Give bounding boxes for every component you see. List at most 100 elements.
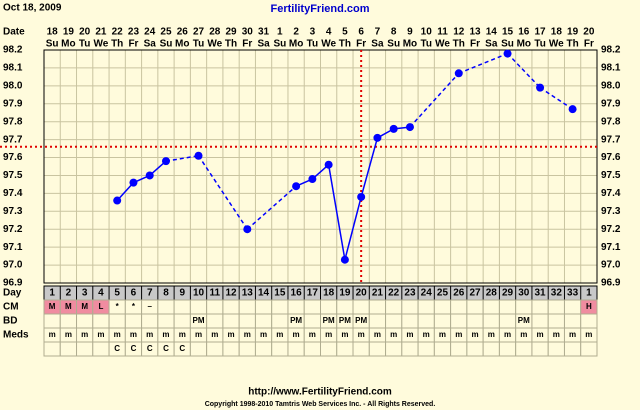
cell xyxy=(320,341,338,357)
cell-text: m xyxy=(358,330,365,339)
cell xyxy=(368,299,387,315)
day-label: 16 xyxy=(291,288,303,299)
weekday-label: Mo xyxy=(517,39,531,50)
date-label: 13 xyxy=(469,27,481,38)
cell xyxy=(352,299,370,315)
day-label: 13 xyxy=(242,288,254,299)
y-tick-label: 98.0 xyxy=(601,80,621,91)
cell xyxy=(271,341,289,357)
cell xyxy=(271,313,289,329)
temp-line xyxy=(458,52,508,74)
cell xyxy=(547,313,565,329)
weekday-label: Th xyxy=(339,39,351,50)
cell xyxy=(222,299,240,315)
day-label: 6 xyxy=(131,288,137,299)
cell xyxy=(385,299,403,315)
weekday-label: Fr xyxy=(356,39,366,50)
weekday-label: Tu xyxy=(420,39,431,50)
date-label: 18 xyxy=(551,27,563,38)
cell-text: PM xyxy=(355,316,367,325)
copyright: Copyright 1998-2010 Tamtris Web Services… xyxy=(205,401,436,408)
temp-point xyxy=(324,160,333,169)
cell xyxy=(515,341,533,357)
cell-text: m xyxy=(146,330,153,339)
day-label: 11 xyxy=(209,288,220,299)
date-label: 30 xyxy=(242,27,254,38)
cell xyxy=(92,341,110,357)
day-label: 3 xyxy=(82,288,88,299)
cell xyxy=(466,313,484,329)
plot-border xyxy=(43,49,598,284)
y-tick-label: 97.2 xyxy=(3,224,23,235)
temp-line xyxy=(246,185,297,230)
date-label: 10 xyxy=(421,27,433,38)
cell xyxy=(254,341,273,357)
temp-point xyxy=(536,83,545,92)
temp-line xyxy=(327,164,346,260)
weekday-label: Sa xyxy=(144,39,157,50)
cell xyxy=(124,313,143,329)
cell xyxy=(368,341,387,357)
cell xyxy=(531,341,549,357)
cell-text: PM xyxy=(290,316,302,325)
cell xyxy=(43,313,61,329)
date-label: 29 xyxy=(225,27,237,38)
cell xyxy=(563,341,582,357)
date-label: 20 xyxy=(583,27,595,38)
cell-text: m xyxy=(423,330,430,339)
cell xyxy=(498,313,517,329)
temp-point xyxy=(405,123,414,132)
y-tick-label: 98.2 xyxy=(3,45,23,56)
weekday-label: Su xyxy=(387,39,400,50)
date-label: 28 xyxy=(209,27,221,38)
cell-text: C xyxy=(147,344,153,353)
cell-text: M xyxy=(49,302,56,311)
weekday-label: We xyxy=(435,39,450,50)
y-tick-label: 97.2 xyxy=(601,224,621,235)
date-label: 12 xyxy=(453,27,465,38)
cell-text: – xyxy=(147,302,152,311)
temp-point xyxy=(129,178,138,187)
cell xyxy=(531,313,549,329)
date-label: 21 xyxy=(95,27,107,38)
cell xyxy=(336,299,354,315)
day-label: 8 xyxy=(163,288,169,299)
day-label: 9 xyxy=(179,288,185,299)
cell xyxy=(466,299,484,315)
weekday-label: Su xyxy=(273,39,286,50)
cell xyxy=(450,313,468,329)
date-label: 22 xyxy=(112,27,124,38)
chart-date: Oct 18, 2009 xyxy=(3,3,62,14)
weekday-label: Su xyxy=(501,39,514,50)
cell xyxy=(222,341,240,357)
date-label: 3 xyxy=(310,27,316,38)
temp-point xyxy=(161,157,170,166)
cell xyxy=(254,313,273,329)
cell-text: * xyxy=(116,302,120,311)
date-label: 25 xyxy=(160,27,172,38)
y-tick-label: 97.9 xyxy=(601,98,621,109)
day-label: 21 xyxy=(372,288,384,299)
day-label: 30 xyxy=(518,288,530,299)
weekday-label: Fr xyxy=(128,39,138,50)
temp-line xyxy=(344,196,362,260)
temp-point xyxy=(194,151,203,160)
cell-text: m xyxy=(276,330,283,339)
y-tick-label: 97.8 xyxy=(3,116,23,127)
cell xyxy=(238,341,256,357)
day-label: 17 xyxy=(307,288,319,299)
cell xyxy=(417,341,435,357)
weekday-label: Fr xyxy=(242,39,252,50)
row-label: Day xyxy=(3,288,22,299)
day-label: 25 xyxy=(437,288,449,299)
cell-text: m xyxy=(553,330,560,339)
cell-text: m xyxy=(341,330,348,339)
cell xyxy=(108,313,126,329)
cell xyxy=(59,313,78,329)
day-label: 29 xyxy=(502,288,514,299)
day-label: 20 xyxy=(356,288,368,299)
cell xyxy=(498,341,517,357)
cell xyxy=(433,299,452,315)
cell xyxy=(563,313,582,329)
row-label: Meds xyxy=(3,330,29,341)
